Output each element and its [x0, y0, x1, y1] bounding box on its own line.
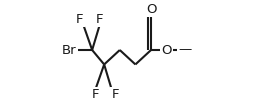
Text: F: F	[92, 88, 100, 101]
Text: F: F	[96, 13, 103, 26]
Text: F: F	[111, 88, 119, 101]
Text: Br: Br	[62, 44, 76, 57]
Text: O: O	[161, 44, 172, 57]
Text: O: O	[146, 3, 156, 16]
Text: —: —	[178, 44, 191, 57]
Text: F: F	[76, 13, 84, 26]
